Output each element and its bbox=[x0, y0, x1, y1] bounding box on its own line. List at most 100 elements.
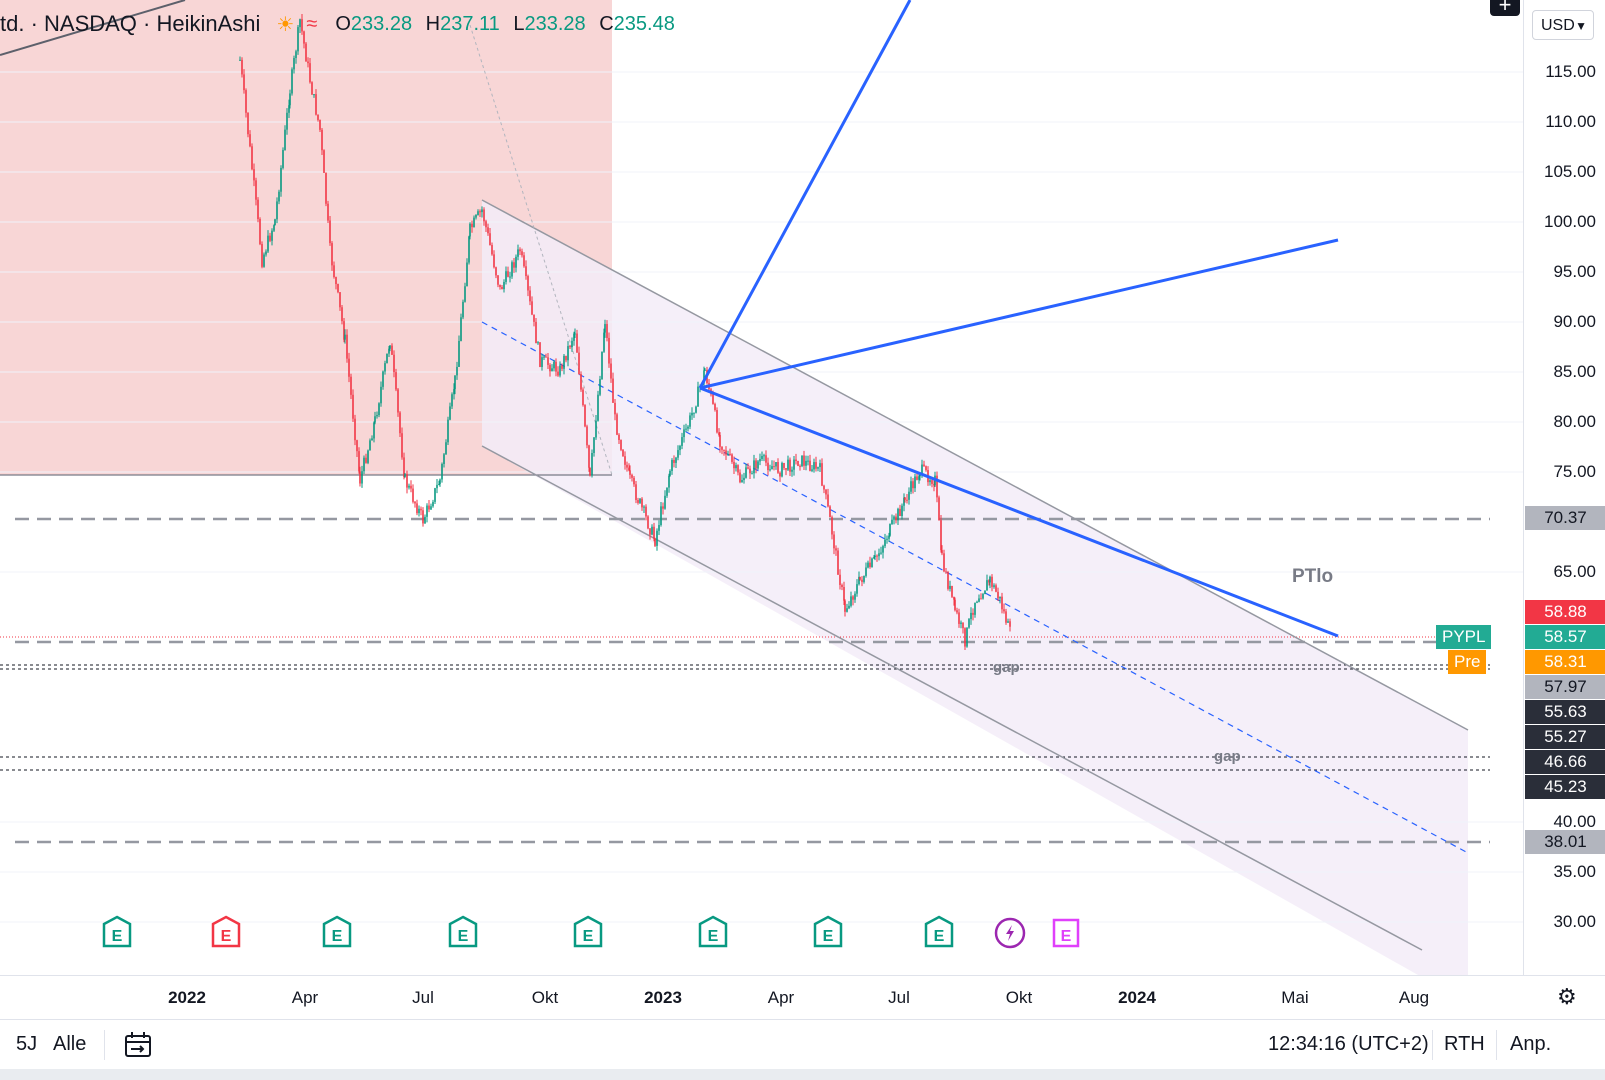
candle-body bbox=[695, 406, 697, 413]
toolbar-divider bbox=[1496, 1030, 1497, 1060]
candle-body bbox=[513, 262, 515, 268]
symbol-legend[interactable]: td. · NASDAQ · HeikinAshi ☀ ≈ O233.28 H2… bbox=[0, 8, 683, 40]
candle-body bbox=[475, 215, 477, 218]
price-label[interactable]: 58.57 bbox=[1525, 625, 1605, 649]
candle-body bbox=[988, 580, 990, 583]
candle-body bbox=[541, 357, 543, 367]
blue-line-mid[interactable] bbox=[699, 238, 1339, 390]
candle-body bbox=[628, 467, 630, 471]
price-scale[interactable]: 115.00 110.00 105.00 100.00 95.00 90.00 85.00 8… bbox=[1523, 0, 1605, 975]
candle-body bbox=[801, 455, 803, 467]
price-label[interactable]: 58.88 bbox=[1525, 600, 1605, 624]
price-label[interactable]: 57.97 bbox=[1525, 675, 1605, 699]
candle-body bbox=[884, 539, 886, 547]
candle-body bbox=[645, 506, 647, 517]
candle-body bbox=[479, 211, 481, 213]
earnings-event-marker[interactable]: E bbox=[322, 915, 352, 948]
price-label[interactable]: 70.37 bbox=[1525, 506, 1605, 531]
candle-body bbox=[424, 516, 426, 524]
channel-upper[interactable] bbox=[481, 199, 1469, 731]
bottom-toolbar: 5J Alle 12:34:16 (UTC+2) RTH Anp. bbox=[0, 1019, 1605, 1070]
rth-button[interactable]: RTH bbox=[1444, 1033, 1485, 1055]
candle-body bbox=[783, 462, 785, 469]
candle-body bbox=[984, 590, 986, 595]
earnings-event-marker[interactable]: E bbox=[211, 915, 241, 948]
price-label[interactable]: 58.31 bbox=[1525, 650, 1605, 674]
grid-lines bbox=[0, 71, 1523, 923]
candle-body bbox=[951, 585, 953, 597]
candle-body bbox=[843, 587, 845, 601]
regression-channel[interactable] bbox=[481, 199, 1469, 951]
candle-body bbox=[527, 276, 529, 291]
dividend-event-marker[interactable] bbox=[994, 917, 1026, 949]
earnings-event-marker[interactable]: E bbox=[102, 915, 132, 948]
price-label[interactable]: 45.23 bbox=[1525, 775, 1605, 799]
candle-body bbox=[499, 284, 501, 287]
price-label[interactable]: 46.66 bbox=[1525, 750, 1605, 774]
price-label[interactable]: 55.63 bbox=[1525, 700, 1605, 724]
channel-lower[interactable] bbox=[481, 445, 1423, 951]
candle-body bbox=[745, 467, 747, 478]
clock-time[interactable]: 12:34:16 (UTC+2) bbox=[1268, 1033, 1429, 1055]
candle-body bbox=[763, 455, 765, 457]
candle-body bbox=[675, 457, 677, 463]
candle-body bbox=[664, 495, 666, 509]
blue-trendlines[interactable] bbox=[698, 0, 1339, 638]
time-axis[interactable]: ⚙ 2022 Apr Jul Okt 2023 Apr Jul Okt 2024 Mai Aug bbox=[0, 975, 1605, 1020]
range-5y-button[interactable]: 5J bbox=[16, 1033, 38, 1055]
chevron-down-icon: ▼ bbox=[1575, 19, 1587, 33]
ptlo-label[interactable]: PTlo bbox=[1292, 566, 1333, 587]
candle-body bbox=[986, 580, 988, 591]
candle-body bbox=[777, 462, 779, 473]
candle-body bbox=[282, 149, 284, 168]
earnings-badge bbox=[211, 915, 241, 948]
candle-body bbox=[361, 471, 363, 484]
price-label[interactable]: 38.01 bbox=[1525, 829, 1605, 854]
candle-body bbox=[241, 59, 243, 75]
earnings-badge bbox=[322, 915, 352, 948]
earnings-label: E bbox=[1061, 928, 1072, 945]
candle-body bbox=[447, 419, 449, 443]
candle-body bbox=[432, 501, 434, 507]
candle-body bbox=[795, 459, 797, 461]
candle-body bbox=[356, 440, 358, 452]
candle-body bbox=[637, 500, 639, 503]
earnings-event-marker[interactable]: E bbox=[1052, 918, 1080, 948]
candle-body bbox=[588, 445, 590, 468]
candle-body bbox=[731, 454, 733, 462]
wave-icon[interactable]: ≈ bbox=[306, 12, 318, 35]
earnings-event-marker[interactable]: E bbox=[924, 915, 954, 948]
calendar-range-icon[interactable] bbox=[122, 1030, 154, 1066]
candle-body bbox=[269, 235, 271, 241]
price-chart[interactable]: PTlo gap gap E E E E E E E E E bbox=[0, 0, 1523, 975]
symbol-title[interactable]: td. · NASDAQ · HeikinAshi bbox=[0, 11, 261, 36]
add-button[interactable]: + bbox=[1490, 0, 1520, 17]
candle-body bbox=[953, 596, 955, 600]
candle-body bbox=[649, 528, 651, 535]
chart-pane[interactable]: PTlo gap gap E E E E E E E E E td. · NASDAQ · He… bbox=[0, 0, 1523, 975]
earnings-event-marker[interactable]: E bbox=[813, 915, 843, 948]
earnings-event-marker[interactable]: E bbox=[698, 915, 728, 948]
blue-line-down[interactable] bbox=[699, 386, 1339, 638]
price-label[interactable]: 55.27 bbox=[1525, 725, 1605, 749]
blue-line-steep[interactable] bbox=[698, 0, 912, 389]
candle-body bbox=[725, 450, 727, 455]
premarket-tag[interactable]: Pre bbox=[1448, 650, 1487, 674]
earnings-event-marker[interactable]: E bbox=[573, 915, 603, 948]
currency-selector[interactable]: USD ▼ bbox=[1532, 10, 1594, 40]
candle-body bbox=[551, 368, 553, 372]
candle-body bbox=[507, 271, 509, 277]
candle-body bbox=[278, 191, 280, 202]
settings-gear-icon[interactable]: ⚙ bbox=[1557, 984, 1577, 1009]
candle-body bbox=[797, 460, 799, 466]
sun-icon[interactable]: ☀ bbox=[276, 13, 295, 36]
time-tick: Jul bbox=[888, 988, 910, 1007]
candle-body bbox=[631, 474, 633, 478]
candle-body bbox=[681, 437, 683, 446]
earnings-event-marker[interactable]: E bbox=[448, 915, 478, 948]
trendline-top-left[interactable] bbox=[0, 0, 186, 56]
range-all-button[interactable]: Alle bbox=[53, 1033, 87, 1055]
adjust-button[interactable]: Anp. bbox=[1510, 1033, 1552, 1055]
symbol-tag-pypl[interactable]: PYPL bbox=[1436, 625, 1492, 649]
